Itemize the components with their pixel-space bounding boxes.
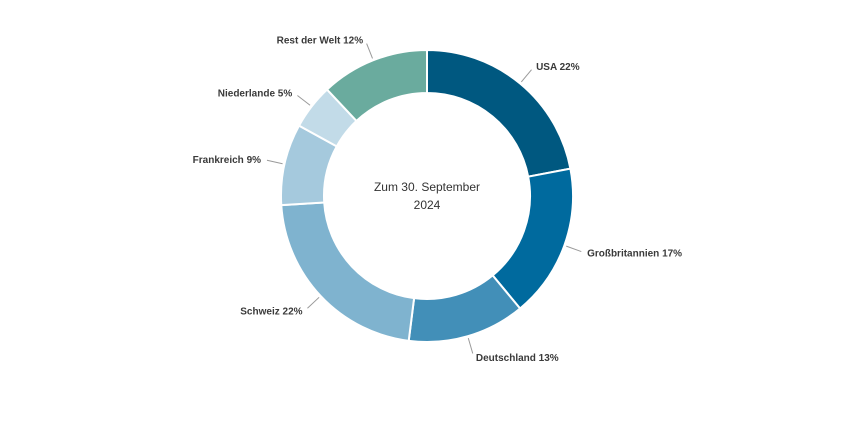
label-deutschland: Deutschland 13%: [476, 353, 559, 364]
center-label-line-2: 2024: [414, 198, 441, 212]
leader-line-deutschland: [467, 337, 474, 354]
slice-labels: USA 22% Großbritannien 17% Deutschland 13%…: [193, 35, 683, 364]
slice-rest-der-welt: [325, 48, 428, 123]
leader-line-usa: [520, 69, 532, 83]
label-niederlande: Niederlande 5%: [218, 89, 293, 100]
center-label-line-1: Zum 30. September: [374, 180, 480, 194]
leader-line-frankreich: [266, 159, 283, 165]
label-usa: USA 22%: [536, 62, 580, 73]
slice-schweiz: [280, 201, 416, 342]
label-frankreich: Frankreich 9%: [193, 155, 261, 166]
label-rest-der-welt: Rest der Welt 12%: [277, 35, 364, 46]
leader-line-niederlande: [297, 95, 311, 106]
label-schweiz: Schweiz 22%: [240, 307, 302, 318]
donut-slices: [280, 48, 574, 343]
leader-line-grossbritannien: [566, 245, 582, 253]
leader-line-schweiz: [307, 296, 320, 309]
label-grossbritannien: Großbritannien 17%: [587, 248, 682, 259]
slice-grossbritannien: [491, 167, 574, 310]
leader-line-rest-der-welt: [366, 43, 373, 59]
label-leader-lines: [266, 43, 582, 354]
